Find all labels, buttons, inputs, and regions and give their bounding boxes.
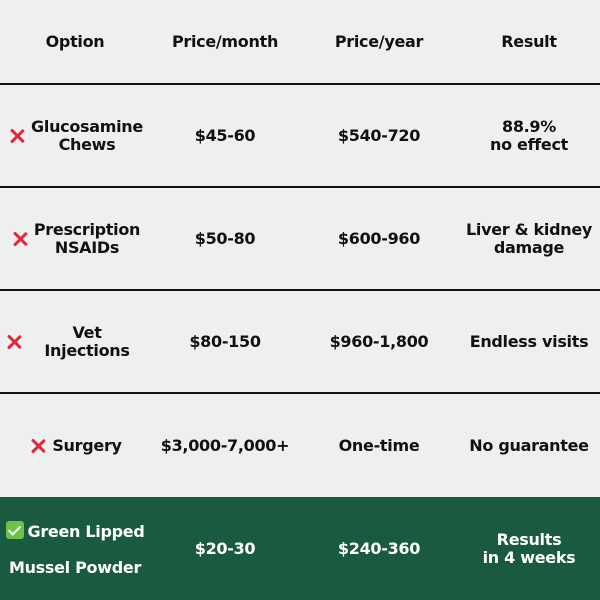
x-icon — [28, 436, 48, 456]
price-month: $45-60 — [194, 125, 256, 145]
option-cell: Prescription NSAIDs — [0, 219, 150, 257]
check-icon — [5, 520, 24, 539]
price-year: $240-360 — [337, 538, 421, 558]
highlight-row: Green Lipped Mussel Powder $20-30 $240-3… — [0, 497, 600, 600]
price-month: $20-30 — [194, 538, 256, 558]
price-year: $540-720 — [337, 125, 421, 145]
price-month: $3,000-7,000+ — [160, 435, 290, 455]
result: 88.9% no effect — [489, 116, 568, 154]
x-icon — [7, 126, 27, 146]
header-price-month: Price/month — [171, 31, 279, 51]
header-price-year: Price/year — [334, 31, 424, 51]
price-year: $960-1,800 — [329, 331, 429, 351]
table-row: Vet Injections $80-150 $960-1,800 Endles… — [0, 291, 600, 394]
option-cell: Vet Injections — [0, 322, 150, 360]
header-option: Option — [45, 31, 105, 51]
result: Results in 4 weeks — [482, 529, 576, 567]
x-icon — [4, 332, 24, 352]
option-cell: Green Lipped Mussel Powder — [0, 503, 150, 595]
option-label: Glucosamine Chews — [31, 116, 143, 154]
option-cell: Glucosamine Chews — [0, 116, 150, 154]
result: Endless visits — [469, 331, 589, 351]
option-label: Prescription NSAIDs — [33, 219, 141, 257]
result: No guarantee — [469, 435, 589, 455]
option-label-line1: Green Lipped — [27, 521, 145, 541]
x-icon — [10, 229, 30, 249]
option-cell: Surgery — [0, 436, 150, 456]
option-label-line2: Mussel Powder — [8, 557, 142, 577]
result: Liver & kidney damage — [466, 219, 592, 257]
option-label: Surgery — [52, 435, 122, 455]
table-row: Glucosamine Chews $45-60 $540-720 88.9% … — [0, 85, 600, 188]
table-row: Surgery $3,000-7,000+ One-time No guaran… — [0, 394, 600, 497]
option-label: Vet Injections — [44, 322, 130, 360]
price-year: $600-960 — [337, 228, 421, 248]
header-result: Result — [501, 31, 557, 51]
price-month: $80-150 — [189, 331, 261, 351]
price-month: $50-80 — [194, 228, 256, 248]
price-year: One-time — [338, 435, 420, 455]
table-row: Prescription NSAIDs $50-80 $600-960 Live… — [0, 188, 600, 291]
table-header: Option Price/month Price/year Result — [0, 0, 600, 85]
